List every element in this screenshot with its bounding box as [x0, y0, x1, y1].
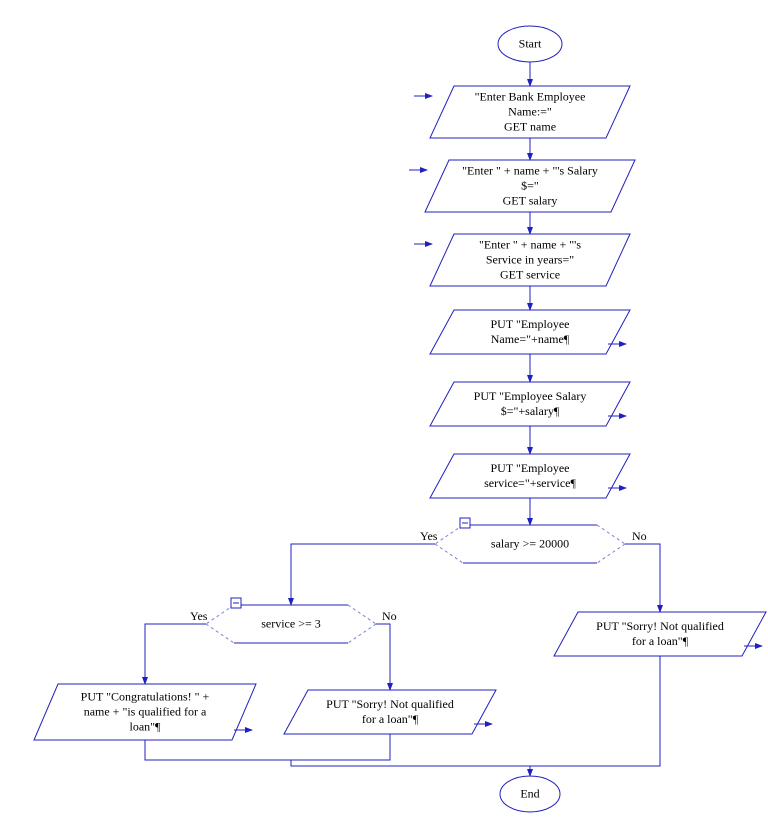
svg-text:$="+salary¶: $="+salary¶	[501, 404, 560, 418]
svg-text:GET service: GET service	[500, 267, 560, 281]
svg-text:Yes: Yes	[420, 529, 438, 543]
svg-text:GET name: GET name	[504, 119, 556, 133]
svg-text:$=": $="	[521, 178, 539, 192]
svg-text:service="+service¶: service="+service¶	[484, 476, 576, 490]
svg-text:Start: Start	[519, 36, 542, 50]
svg-text:No: No	[632, 529, 647, 543]
svg-text:"Enter " + name + "'s Salary: "Enter " + name + "'s Salary	[462, 163, 598, 177]
svg-text:loan"¶: loan"¶	[130, 719, 162, 733]
svg-text:PUT "Employee: PUT "Employee	[490, 317, 569, 331]
svg-text:No: No	[382, 609, 397, 623]
svg-text:service >= 3: service >= 3	[261, 616, 321, 630]
svg-text:"Enter " + name + "'s: "Enter " + name + "'s	[479, 237, 581, 251]
svg-text:PUT "Employee Salary: PUT "Employee Salary	[474, 389, 587, 403]
svg-text:Name="+name¶: Name="+name¶	[491, 332, 570, 346]
svg-text:Yes: Yes	[190, 609, 208, 623]
svg-text:for a loan"¶: for a loan"¶	[632, 634, 689, 648]
svg-text:PUT "Sorry! Not qualified: PUT "Sorry! Not qualified	[596, 619, 724, 633]
flowchart-svg: Start "Enter Bank EmployeeName:="GET name…	[0, 0, 768, 826]
svg-text:Service in years=": Service in years="	[486, 252, 574, 266]
svg-text:name + "is qualified for a: name + "is qualified for a	[84, 704, 207, 718]
svg-text:salary >= 20000: salary >= 20000	[491, 536, 569, 550]
svg-text:PUT "Congratulations! " +: PUT "Congratulations! " +	[81, 689, 210, 703]
svg-text:GET salary: GET salary	[503, 193, 558, 207]
svg-text:PUT "Sorry! Not qualified: PUT "Sorry! Not qualified	[326, 697, 454, 711]
svg-text:End: End	[520, 786, 539, 800]
svg-text:"Enter Bank Employee: "Enter Bank Employee	[475, 89, 586, 103]
svg-text:Name:=": Name:="	[508, 104, 552, 118]
svg-text:PUT "Employee: PUT "Employee	[490, 461, 569, 475]
svg-text:for a loan"¶: for a loan"¶	[362, 712, 419, 726]
